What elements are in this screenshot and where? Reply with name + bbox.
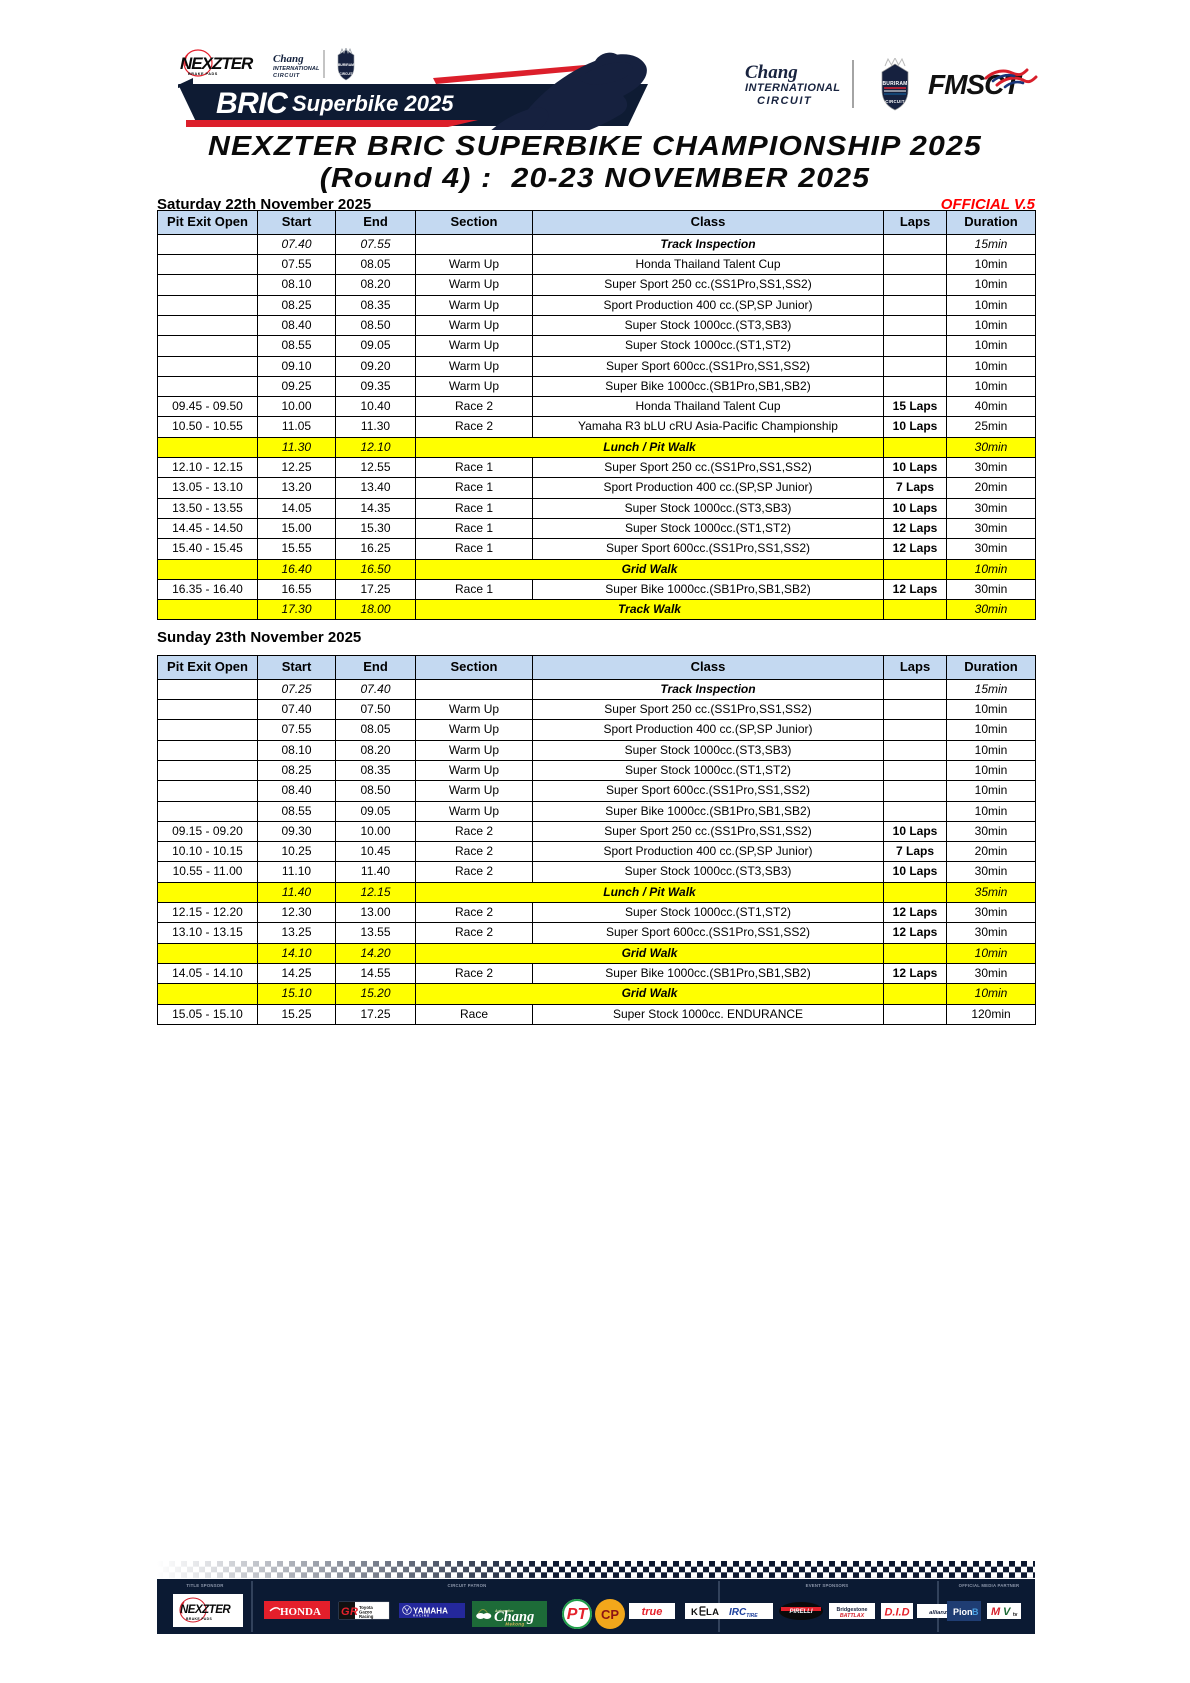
svg-text:INTERNATIONAL: INTERNATIONAL [745,82,841,94]
svg-text:R: R [350,1606,358,1618]
svg-text:Pion: Pion [953,1607,973,1617]
svg-text:CIRCUIT: CIRCUIT [757,95,812,107]
svg-text:PT: PT [567,1606,589,1623]
svg-text:HONDA: HONDA [280,1606,321,1618]
svg-text:TITLE SPONSOR: TITLE SPONSOR [186,1583,224,1588]
svg-text:Chang: Chang [745,62,798,83]
svg-text:BURIRAM: BURIRAM [882,81,907,87]
svg-text:CIRCUIT: CIRCUIT [273,73,300,79]
svg-text:M: M [991,1606,1001,1618]
svg-text:Mekong: Mekong [505,1622,524,1627]
svg-text:G: G [341,1606,350,1618]
svg-text:BRAKE PADS: BRAKE PADS [188,72,218,76]
svg-text:EVENT SPONSORS: EVENT SPONSORS [806,1583,849,1588]
svg-text:BRIC: BRIC [216,87,289,120]
svg-text:CIRCUIT: CIRCUIT [340,72,353,76]
svg-text:RACING: RACING [413,1614,430,1618]
svg-text:D.I.D: D.I.D [884,1607,909,1619]
svg-text:BURIRAM: BURIRAM [338,63,354,67]
svg-text:OFFICIAL MEDIA PARTNER: OFFICIAL MEDIA PARTNER [959,1583,1020,1588]
svg-text:BRAKE PADS: BRAKE PADS [186,1617,213,1621]
svg-text:CIRCUIT: CIRCUIT [885,99,905,104]
svg-text:INTERNATIONAL: INTERNATIONAL [273,66,320,72]
svg-text:CP: CP [601,1607,619,1622]
svg-text:NEXZTER: NEXZTER [180,1604,231,1616]
svg-text:allianz: allianz [929,1610,947,1616]
svg-text:CIRCUIT PATRON: CIRCUIT PATRON [448,1583,487,1588]
svg-text:K: K [691,1607,698,1618]
svg-text:B: B [972,1607,979,1617]
svg-text:PIRELLI: PIRELLI [789,1609,812,1615]
svg-text:tv: tv [1013,1612,1018,1618]
svg-text:true: true [642,1606,663,1618]
svg-text:Chang: Chang [273,53,304,65]
svg-text:LA: LA [706,1607,719,1618]
svg-text:Racing: Racing [359,1614,374,1619]
svg-text:BATTLAX: BATTLAX [840,1613,865,1619]
svg-text:NEXZTER: NEXZTER [180,54,254,73]
svg-text:Superbike 2025: Superbike 2025 [292,91,454,116]
